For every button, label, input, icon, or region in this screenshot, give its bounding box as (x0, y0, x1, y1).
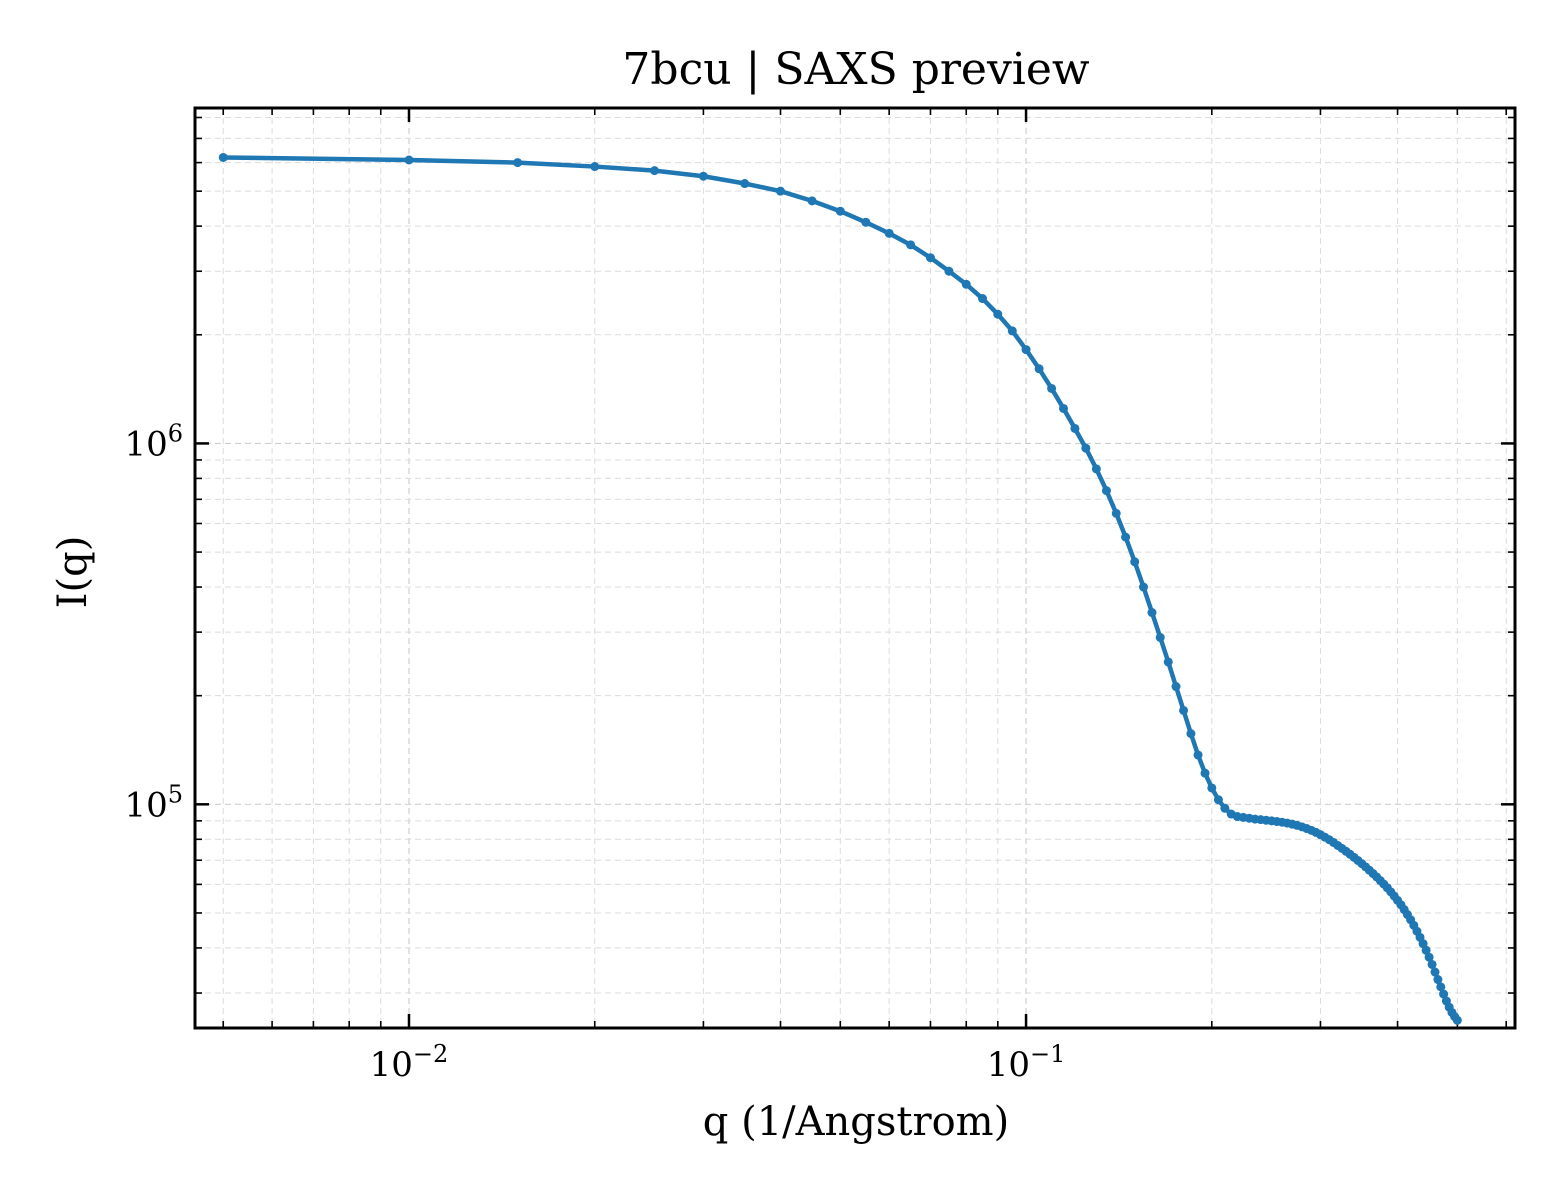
data-point (698, 171, 708, 181)
data-point (1070, 423, 1080, 433)
data-point (1163, 657, 1173, 667)
series-group (218, 152, 1462, 1025)
data-point (1034, 364, 1044, 374)
x-tick-label: 10−1 (987, 1040, 1066, 1085)
data-point (1081, 443, 1091, 453)
data-point (513, 158, 523, 168)
data-point (1424, 952, 1434, 962)
data-point (1130, 557, 1140, 567)
data-point (1101, 486, 1111, 496)
data-point (961, 279, 971, 289)
data-point (1433, 975, 1443, 985)
tick-labels: 10−2 10−1 105 106 (124, 419, 1065, 1085)
data-point (1138, 582, 1148, 592)
grid-lines (195, 108, 1515, 1028)
data-point (1047, 383, 1057, 393)
data-point (1452, 1015, 1462, 1025)
data-point (861, 217, 871, 227)
data-point (1147, 608, 1157, 618)
data-point (1427, 959, 1437, 969)
data-point (1091, 464, 1101, 474)
y-tick-label: 105 (124, 780, 183, 825)
chart-title: 7bcu | SAXS preview (622, 44, 1090, 95)
y-axis-label: I(q) (50, 536, 96, 609)
data-point (977, 294, 987, 304)
data-point (1213, 795, 1223, 805)
data-point (218, 152, 228, 162)
y-tick-label: 106 (124, 419, 183, 464)
data-point (775, 186, 785, 196)
data-point (1021, 345, 1031, 355)
data-point (1430, 967, 1440, 977)
data-point (590, 162, 600, 172)
x-tick-label: 10−2 (370, 1040, 449, 1085)
data-point (1186, 729, 1196, 739)
data-point (650, 166, 660, 176)
x-axis-label: q (1/Angstrom) (703, 1099, 1009, 1145)
data-point (1200, 768, 1210, 778)
plot-frame (193, 106, 1517, 1030)
data-point (1421, 945, 1431, 955)
data-point (1171, 682, 1181, 692)
data-point (925, 253, 935, 263)
data-point (835, 206, 845, 216)
data-point (993, 309, 1003, 319)
data-point (1007, 326, 1017, 336)
data-point (740, 179, 750, 189)
data-point (1155, 632, 1165, 642)
data-point (1179, 705, 1189, 715)
data-point (1439, 989, 1449, 999)
data-point (807, 196, 817, 206)
data-point (404, 155, 414, 165)
data-point (1193, 750, 1203, 760)
data-point (906, 240, 916, 250)
data-point (944, 266, 954, 276)
data-point (884, 228, 894, 238)
data-point (1436, 982, 1446, 992)
data-point (1059, 403, 1068, 413)
major-ticks (195, 108, 1515, 1028)
data-point (1111, 508, 1121, 518)
data-point (1121, 532, 1131, 542)
data-point (1220, 803, 1230, 813)
data-point (1207, 783, 1217, 793)
